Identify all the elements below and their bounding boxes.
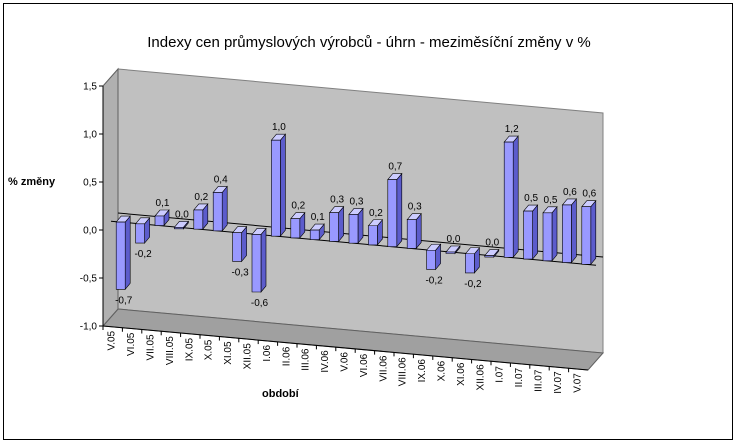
data-label: -0,2 — [425, 275, 443, 286]
data-label: 0,5 — [544, 195, 558, 206]
x-tick-label: X.05 — [204, 339, 215, 360]
bar-VI.05 — [134, 217, 151, 244]
data-label: -0,3 — [231, 267, 249, 278]
data-label: 0,1 — [311, 212, 325, 223]
x-tick-label: VIII.05 — [165, 336, 176, 365]
y-axis-label: % změny — [8, 176, 56, 188]
bar-XI.06 — [464, 246, 481, 274]
x-tick-label: VI.05 — [126, 332, 137, 356]
bar-VIII.05 — [173, 220, 190, 230]
data-label: 0,4 — [214, 174, 228, 185]
x-tick-label: II.06 — [281, 346, 292, 366]
bar-I.07 — [503, 135, 519, 259]
data-label: 0,2 — [194, 192, 208, 203]
data-label: -0,2 — [464, 279, 482, 290]
data-label: -0,7 — [115, 295, 133, 306]
chart-side-wall — [102, 67, 119, 328]
bar-IV.06 — [328, 205, 345, 243]
x-tick-label: IV.06 — [320, 350, 331, 373]
data-label: 1,0 — [272, 122, 286, 133]
bar-XII.05 — [251, 227, 267, 293]
bar-II.06 — [290, 211, 306, 239]
data-label: 0,1 — [156, 198, 170, 209]
x-tick-label: III.07 — [534, 369, 545, 392]
x-tick-label: XI.06 — [456, 362, 467, 386]
data-label: 0,2 — [369, 208, 383, 219]
data-label: 0,3 — [350, 196, 364, 207]
data-label: 0,0 — [447, 234, 461, 245]
data-label: 0,3 — [330, 195, 344, 206]
bar-IX.05 — [193, 203, 209, 230]
x-tick-label: V.05 — [107, 330, 118, 350]
bar-I.06 — [270, 133, 287, 237]
bar-III.06 — [309, 223, 325, 241]
data-label: 1,2 — [505, 124, 519, 135]
x-tick-label: XI.05 — [223, 341, 234, 365]
data-label: 0,5 — [524, 193, 538, 204]
x-tick-label: VI.06 — [359, 353, 370, 377]
bar-X.05 — [212, 185, 228, 232]
data-label: 0,6 — [582, 189, 596, 200]
data-label: -0,2 — [134, 249, 152, 260]
data-label: -0,6 — [251, 298, 269, 309]
x-tick-label: V.07 — [572, 373, 583, 393]
y-tick-label: 0,5 — [83, 178, 97, 189]
data-label: 0,2 — [291, 201, 305, 212]
data-label: 0,7 — [388, 162, 402, 173]
y-tick-label: -0,5 — [80, 274, 98, 285]
x-tick-label: I.07 — [495, 366, 506, 383]
x-tick-label: V.06 — [340, 352, 351, 372]
x-tick-label: IX.05 — [184, 337, 195, 361]
x-tick-label: VIII.06 — [398, 357, 409, 386]
y-tick-label: 0,0 — [83, 226, 97, 237]
bar-VII.06 — [387, 172, 403, 248]
x-tick-label: VII.05 — [146, 334, 157, 361]
bar-XII.06 — [484, 248, 500, 258]
bar-IV.07 — [561, 198, 578, 264]
x-tick-label: II.07 — [514, 367, 525, 387]
data-label: 0,3 — [408, 202, 422, 213]
bar-III.07 — [542, 205, 558, 262]
bar-IX.06 — [425, 243, 442, 271]
bar-XI.05 — [231, 225, 248, 263]
y-tick-label: -1,0 — [80, 322, 98, 333]
x-tick-label: X.06 — [437, 360, 448, 381]
data-label: 0,0 — [175, 209, 189, 220]
bar-VII.05 — [154, 209, 170, 227]
x-tick-label: I.06 — [262, 345, 273, 362]
x-axis-label: období — [262, 388, 299, 400]
bar-V.07 — [581, 199, 597, 266]
bar-VIII.06 — [406, 212, 422, 250]
bar-X.06 — [445, 245, 461, 255]
bar-V.06 — [348, 207, 364, 245]
x-tick-label: VII.06 — [378, 355, 389, 382]
bar-VI.06 — [367, 218, 384, 246]
bar-V.05 — [115, 215, 131, 291]
chart-title: Indexy cen průmyslových výrobců - úhrn -… — [147, 34, 591, 51]
x-tick-label: IV.07 — [553, 371, 564, 394]
x-tick-label: III.06 — [301, 348, 312, 371]
y-tick-label: 1,0 — [83, 130, 97, 141]
x-tick-label: XII.05 — [243, 343, 254, 370]
x-tick-label: IX.06 — [417, 359, 428, 383]
data-label: 0,0 — [485, 238, 499, 249]
x-axis-line — [102, 325, 589, 371]
bar-II.07 — [522, 204, 539, 260]
y-tick-label: 1,5 — [83, 82, 97, 93]
x-tick-label: XII.06 — [475, 364, 486, 391]
data-label: 0,6 — [563, 187, 577, 198]
